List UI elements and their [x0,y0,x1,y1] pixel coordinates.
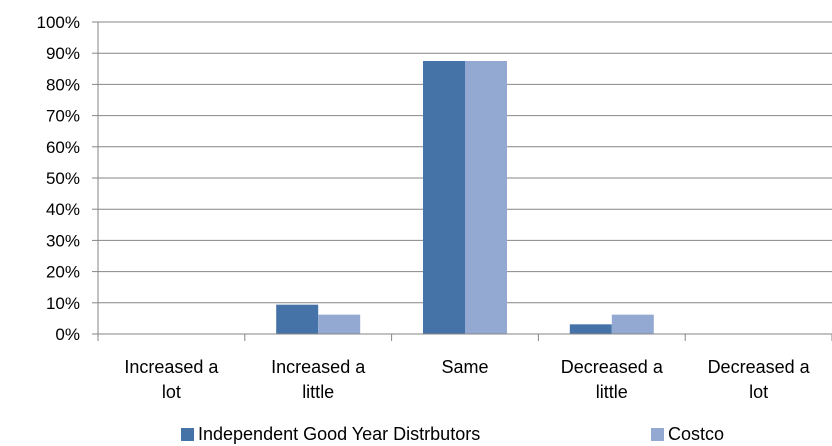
bars [276,61,654,334]
y-tick-label: 0% [55,325,80,344]
x-category-label-line: Decreased a [561,357,664,377]
x-category-label: Increased a lot [124,357,219,402]
axes [92,21,832,341]
bar [569,324,612,334]
x-category-label-line: Increased a [271,357,366,377]
legend: Independent Good Year Distrbutors Costco [181,424,724,444]
x-category-label-line: lot [749,382,768,402]
y-tick-label: 50% [46,169,80,188]
x-category-label-line: Increased a [124,357,219,377]
y-tick-labels: 0% 10% 20% 30% 40% 50% 60% 70% 80% 90% 100% [37,13,80,344]
x-category-label: Increased a little [271,357,366,402]
y-tick-label: 70% [46,107,80,126]
bar [611,314,654,334]
y-tick-label: 40% [46,200,80,219]
x-category-label-line: Decreased a [708,357,811,377]
y-tick-label: 10% [46,294,80,313]
bar [276,304,319,334]
y-tick-label: 30% [46,231,80,250]
legend-swatch [651,428,664,441]
x-category-labels: Increased a lot Increased a little Same Decre… [124,357,810,402]
y-tick-label: 90% [46,44,80,63]
legend-label: Costco [668,424,724,444]
x-category-label: Same [441,357,488,377]
legend-swatch [181,428,194,441]
y-tick-label: 80% [46,75,80,94]
x-category-label-line: little [302,382,334,402]
y-tick-label: 100% [37,13,80,32]
bar [423,61,465,334]
x-category-label: Decreased a little [561,357,664,402]
y-tick-label: 60% [46,138,80,157]
x-category-label-line: lot [162,382,181,402]
y-tick-label: 20% [46,263,80,282]
bar [318,314,361,334]
x-category-label-line: Same [441,357,488,377]
bar [465,61,507,334]
legend-label: Independent Good Year Distrbutors [198,424,480,444]
x-category-label: Decreased a lot [708,357,811,402]
x-category-label-line: little [596,382,628,402]
